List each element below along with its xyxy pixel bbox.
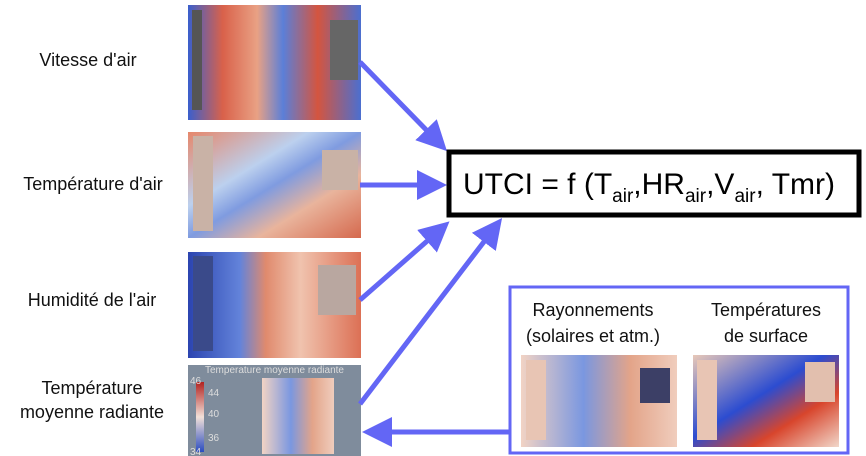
scale-label: 40 (208, 409, 220, 420)
building (322, 150, 358, 190)
panel-label: Températures (711, 300, 821, 320)
label: moyenne radiante (20, 402, 164, 422)
building (330, 20, 358, 80)
panel-label: de surface (724, 326, 808, 346)
building (697, 360, 717, 440)
formula-sub: air (734, 186, 756, 207)
building (318, 265, 356, 315)
label: Vitesse d'air (39, 50, 136, 70)
label: Humidité de l'air (28, 290, 157, 310)
arrow (360, 226, 496, 404)
building (193, 256, 213, 351)
inset-title: Temperature moyenne radiante (205, 365, 344, 376)
scale-label: 36 (208, 433, 220, 444)
building (192, 10, 202, 110)
building (805, 362, 835, 402)
arrow (360, 62, 440, 144)
formula-part: ,V (706, 168, 734, 201)
formula-sub: air (685, 186, 707, 207)
label: Température (41, 378, 142, 398)
formula-part: UTCI = f (T (463, 168, 612, 201)
building (526, 360, 546, 440)
label: Température d'air (23, 174, 163, 194)
formula-part: , Tmr) (756, 168, 835, 201)
color-scale (196, 382, 204, 452)
labels: Vitesse d'air Température d'air Humidité… (20, 50, 164, 422)
formula-part: ,HR (633, 168, 685, 201)
building (193, 136, 213, 231)
scale-label: 44 (208, 388, 220, 399)
panel-label: (solaires et atm.) (526, 326, 660, 346)
image-mrt-map (262, 378, 334, 454)
scale-label: 34 (190, 447, 202, 456)
formula-sub: air (612, 186, 634, 207)
images: Temperature moyenne radiante 46 44 40 36… (188, 5, 361, 456)
panel-label: Rayonnements (532, 300, 653, 320)
arrow (360, 228, 442, 300)
scale-label: 46 (190, 376, 202, 387)
diagram: Vitesse d'air Température d'air Humidité… (0, 0, 866, 456)
building (640, 368, 670, 403)
arrows (360, 62, 510, 432)
